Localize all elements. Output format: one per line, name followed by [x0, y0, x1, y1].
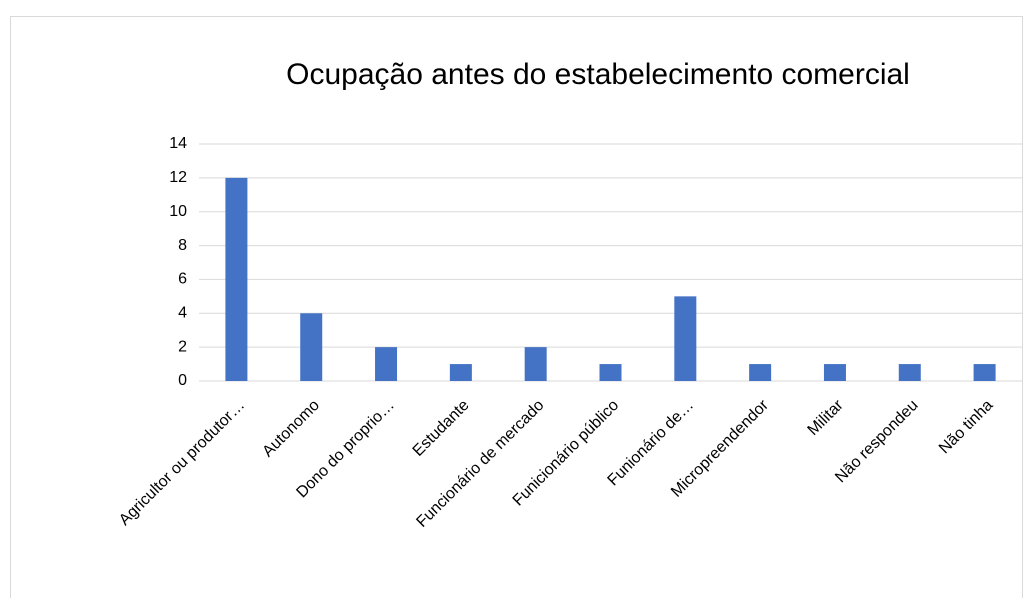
bar — [973, 364, 996, 381]
y-tick-label: 4 — [178, 305, 187, 322]
bar — [449, 364, 472, 381]
y-tick-label: 8 — [178, 237, 187, 254]
bar — [300, 313, 323, 381]
bar — [674, 296, 697, 381]
y-tick-label: 14 — [169, 135, 187, 152]
y-tick-label: 10 — [169, 203, 187, 220]
bar — [749, 364, 772, 381]
y-tick-label: 0 — [178, 372, 187, 389]
bar — [599, 364, 622, 381]
bar — [524, 347, 547, 381]
bar — [898, 364, 921, 381]
y-tick-label: 6 — [178, 271, 187, 288]
bar — [823, 364, 846, 381]
chart-title: Ocupação antes do estabelecimento comerc… — [286, 58, 910, 91]
y-tick-label: 2 — [178, 338, 187, 355]
bar — [225, 177, 248, 381]
chart-border — [10, 16, 1023, 598]
y-tick-label: 12 — [169, 169, 187, 186]
bar — [375, 347, 398, 381]
